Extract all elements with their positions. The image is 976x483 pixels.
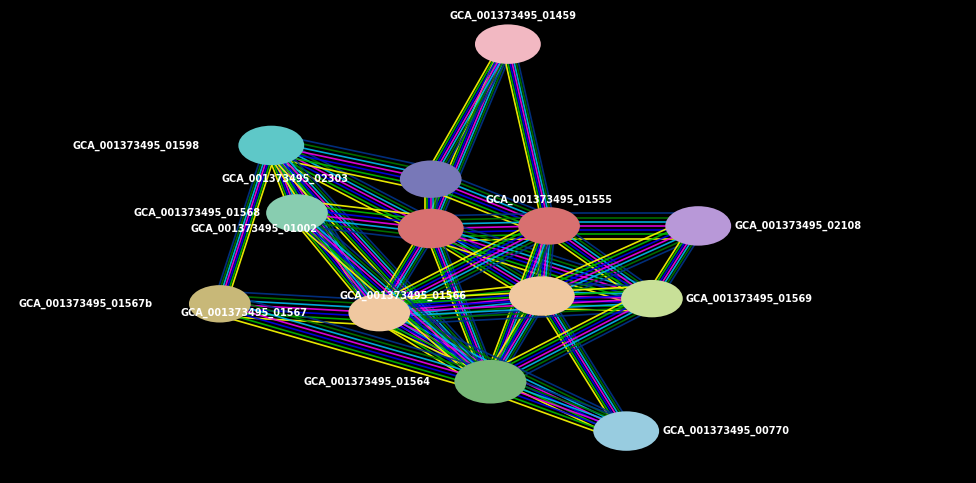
- Text: GCA_001373495_01566: GCA_001373495_01566: [340, 291, 467, 301]
- Ellipse shape: [400, 160, 462, 198]
- Text: GCA_001373495_01459: GCA_001373495_01459: [450, 11, 577, 21]
- Text: GCA_001373495_01598: GCA_001373495_01598: [72, 140, 199, 151]
- Ellipse shape: [455, 360, 526, 403]
- Ellipse shape: [266, 194, 328, 232]
- Text: GCA_001373495_02303: GCA_001373495_02303: [222, 174, 348, 185]
- Text: GCA_001373495_01555: GCA_001373495_01555: [485, 195, 613, 205]
- Ellipse shape: [398, 209, 464, 248]
- Text: GCA_001373495_01567b: GCA_001373495_01567b: [19, 298, 153, 309]
- Ellipse shape: [593, 412, 659, 451]
- Text: GCA_001373495_01002: GCA_001373495_01002: [190, 223, 317, 234]
- Text: GCA_001373495_01564: GCA_001373495_01564: [304, 377, 430, 387]
- Ellipse shape: [518, 207, 580, 244]
- Text: GCA_001373495_00770: GCA_001373495_00770: [663, 426, 790, 436]
- Ellipse shape: [189, 285, 251, 323]
- Ellipse shape: [621, 280, 683, 317]
- Ellipse shape: [238, 126, 305, 165]
- Ellipse shape: [666, 206, 731, 246]
- Ellipse shape: [348, 294, 410, 331]
- Text: GCA_001373495_02108: GCA_001373495_02108: [734, 221, 862, 231]
- Ellipse shape: [508, 276, 575, 316]
- Ellipse shape: [475, 25, 541, 64]
- Text: GCA_001373495_01568: GCA_001373495_01568: [134, 208, 261, 218]
- Text: GCA_001373495_01569: GCA_001373495_01569: [686, 294, 813, 304]
- Text: GCA_001373495_01567: GCA_001373495_01567: [181, 308, 307, 318]
